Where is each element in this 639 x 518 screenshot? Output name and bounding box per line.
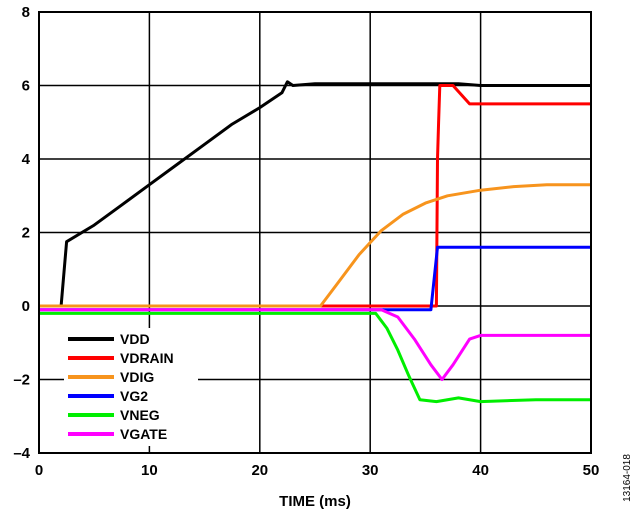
chart-series bbox=[39, 80, 591, 404]
series-line-vdrain bbox=[39, 84, 591, 308]
y-tick-label: 8 bbox=[22, 4, 30, 21]
x-tick-label: 50 bbox=[583, 462, 600, 479]
x-tick-label: 40 bbox=[472, 462, 489, 479]
series-line-vgate bbox=[39, 308, 591, 381]
legend-label: VDIG bbox=[120, 369, 154, 385]
x-axis-label: TIME (ms) bbox=[279, 493, 351, 510]
y-tick-label: 2 bbox=[22, 225, 30, 242]
plot-frame bbox=[38, 11, 592, 454]
x-tick-label: 20 bbox=[251, 462, 268, 479]
x-axis-ticks: 0 10 20 30 40 50 bbox=[35, 462, 600, 479]
y-axis-ticks: –4 –2 0 2 4 6 8 bbox=[13, 4, 30, 462]
x-tick-label: 10 bbox=[141, 462, 158, 479]
y-tick-label: 0 bbox=[22, 298, 30, 315]
y-tick-label: 4 bbox=[22, 151, 31, 168]
legend-label: VG2 bbox=[120, 388, 148, 404]
y-tick-label: –4 bbox=[13, 445, 30, 462]
series-line-vg2 bbox=[39, 245, 591, 312]
series-line-vneg bbox=[39, 311, 591, 404]
y-tick-label: –2 bbox=[13, 372, 30, 389]
legend-label: VGATE bbox=[120, 426, 167, 442]
legend-background bbox=[64, 328, 198, 446]
series-line-vdd bbox=[39, 80, 591, 308]
legend-label: VDRAIN bbox=[120, 350, 174, 366]
x-tick-label: 30 bbox=[362, 462, 379, 479]
y-tick-label: 6 bbox=[22, 78, 30, 95]
legend-label: VNEG bbox=[120, 407, 160, 423]
x-tick-label: 0 bbox=[35, 462, 43, 479]
chart-legend: VDD VDRAIN VDIG VG2 VNEG VGATE bbox=[68, 331, 174, 442]
series-line-vdig bbox=[39, 183, 591, 308]
figure-id: 13164-018 bbox=[622, 454, 633, 502]
legend-label: VDD bbox=[120, 331, 150, 347]
